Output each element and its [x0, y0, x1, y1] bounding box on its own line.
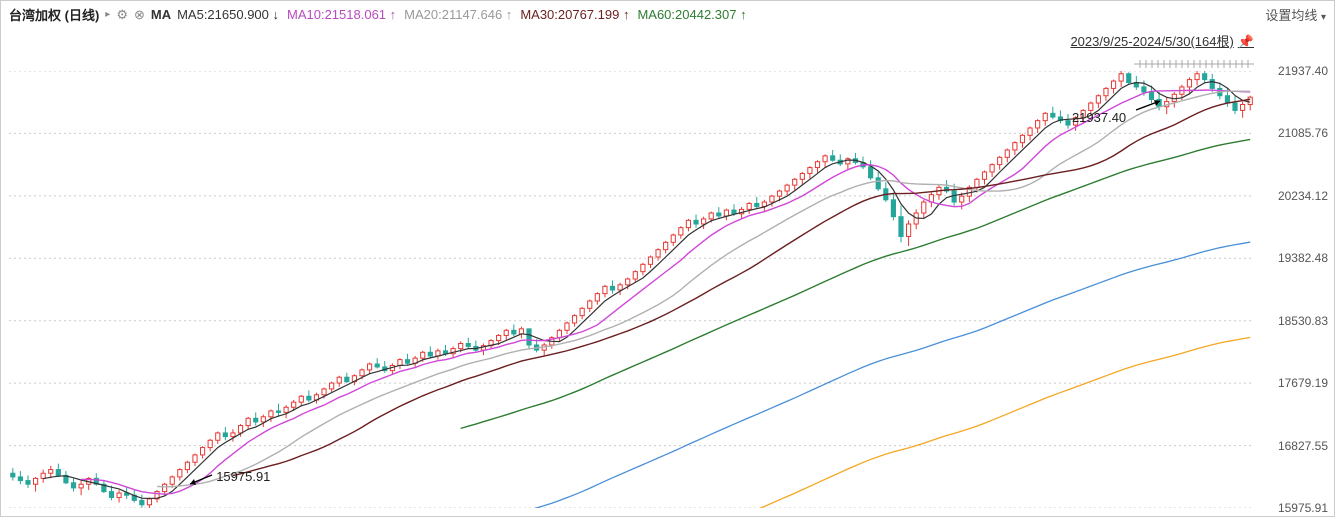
range-slider-handle[interactable]: [1134, 57, 1254, 69]
expand-arrow-icon[interactable]: ▸: [105, 9, 110, 20]
date-range-label[interactable]: 2023/9/25-2024/5/30(164根)📌: [1070, 31, 1254, 50]
ma-value: MA30:20767.199 ↑: [520, 7, 629, 22]
y-tick-label: 16827.55: [1278, 439, 1328, 453]
settings-ma-link[interactable]: 设置均线 ▾: [1265, 5, 1326, 24]
ma-value: MA60:20442.307 ↑: [637, 7, 746, 22]
y-axis: 21937.4021085.7620234.1219382.4818530.83…: [1256, 71, 1334, 508]
y-tick-label: 18530.83: [1278, 314, 1328, 328]
chart-title: 台湾加权 (日线): [9, 5, 99, 24]
y-tick-label: 17679.19: [1278, 376, 1328, 390]
high-annotation: 21937.40: [1072, 110, 1126, 125]
ma-value: MA20:21147.646 ↑: [404, 7, 512, 22]
y-tick-label: 19382.48: [1278, 251, 1328, 265]
low-annotation: 15975.91: [216, 469, 270, 484]
ma-value: MA5:21650.900 ↓: [177, 7, 279, 22]
pin-icon[interactable]: 📌: [1238, 34, 1254, 49]
y-tick-label: 21085.76: [1278, 126, 1328, 140]
chevron-down-icon: ▾: [1321, 12, 1326, 23]
close-icon[interactable]: ⊗: [134, 7, 145, 23]
y-tick-label: 21937.40: [1278, 64, 1328, 78]
chart-header: 台湾加权 (日线) ▸ ⚙ ⊗ MA MA5:21650.900 ↓ MA10:2…: [1, 1, 1334, 28]
ma-value: MA10:21518.061 ↑: [287, 7, 396, 22]
chart-plot-area[interactable]: 21937.40 15975.91: [9, 71, 1254, 508]
arrow-low-icon: [186, 473, 216, 487]
ma-values: MA5:21650.900 ↓ MA10:21518.061 ↑ MA20:2114…: [177, 7, 755, 22]
y-tick-label: 15975.91: [1278, 501, 1328, 515]
indicator-label: MA: [151, 7, 171, 22]
y-tick-label: 20234.12: [1278, 189, 1328, 203]
arrow-high-icon: [1134, 98, 1164, 112]
gear-icon[interactable]: ⚙: [116, 7, 128, 23]
chart-container: 台湾加权 (日线) ▸ ⚙ ⊗ MA MA5:21650.900 ↓ MA10:2…: [0, 0, 1335, 517]
